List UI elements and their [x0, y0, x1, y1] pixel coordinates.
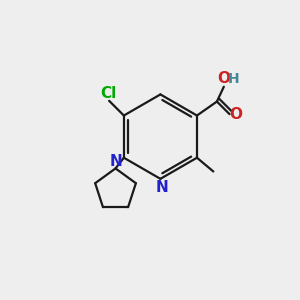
Text: N: N [155, 180, 168, 195]
Text: Cl: Cl [100, 86, 116, 101]
Text: O: O [217, 71, 230, 86]
Text: N: N [110, 154, 122, 169]
Text: H: H [228, 72, 239, 86]
Text: O: O [230, 107, 243, 122]
